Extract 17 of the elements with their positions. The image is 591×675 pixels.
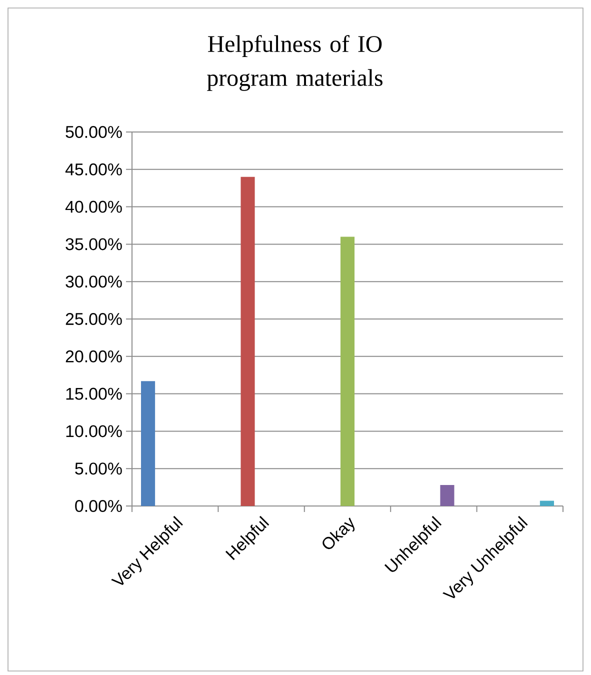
bar — [240, 176, 255, 506]
y-tick-label: 30.00% — [66, 276, 122, 288]
y-tick-label: 10.00% — [66, 425, 122, 438]
y-tick-label: 45.00% — [65, 163, 122, 176]
y-tick-label: 25.00% — [66, 312, 122, 325]
y-tick-label: 40.00% — [65, 200, 122, 213]
y-tick-label: 5.00% — [75, 462, 122, 475]
y-tick-label: 15.00% — [66, 388, 122, 400]
y-tick-label: 50.00% — [66, 126, 122, 138]
y-tick-label: 20.00% — [66, 350, 122, 362]
chart-title: Helpfulness of IO program materials — [207, 35, 382, 91]
bar — [340, 236, 355, 506]
y-tick-label: 35.00% — [66, 238, 122, 250]
y-tick-label: 0.00% — [75, 500, 122, 512]
bar — [440, 485, 454, 506]
bar — [540, 500, 554, 506]
bar — [141, 381, 156, 506]
